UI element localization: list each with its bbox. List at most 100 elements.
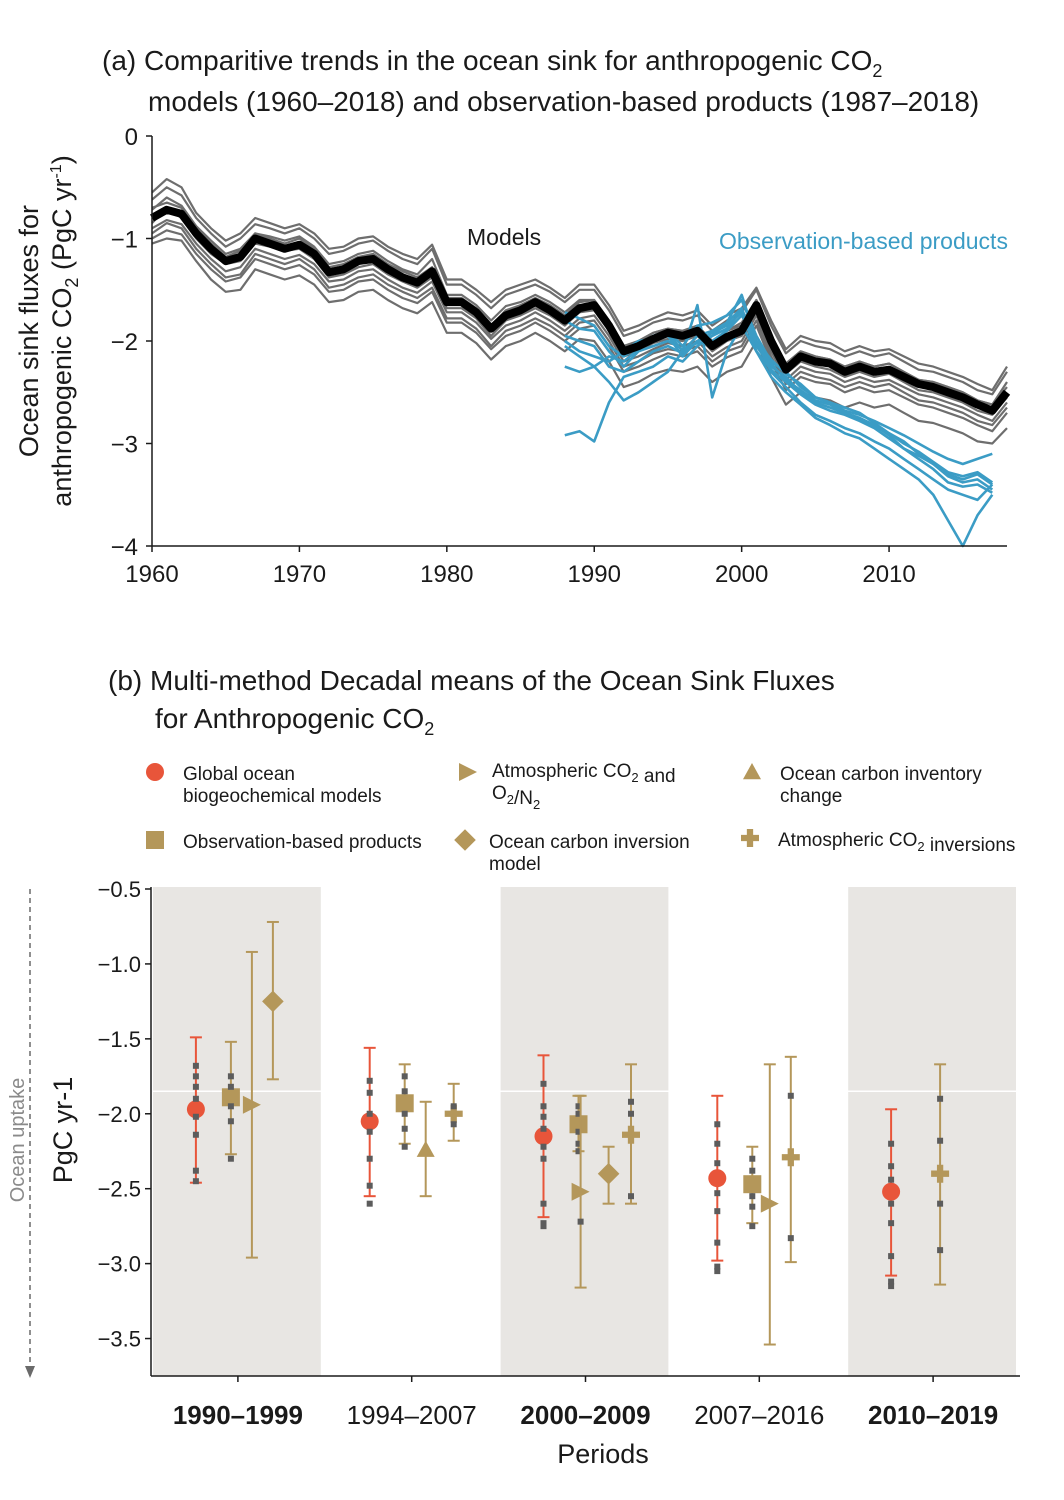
period-shade-1: [153, 887, 321, 1376]
gobm-member-point: [192, 1113, 199, 1120]
panel-a-y-tick-label: −2: [111, 329, 138, 356]
estimates: [186, 920, 950, 1346]
obsprod-member-point: [401, 1110, 408, 1117]
svg-text:Ocean uptake: Ocean uptake: [7, 1078, 29, 1203]
legend-label-inventory: Ocean carbon inventory: [780, 764, 982, 785]
gobm-member-point: [192, 1073, 199, 1080]
panel-a-title-line-2: models (1960–2018) and observation-based…: [148, 86, 979, 117]
obsprod-marker: [221, 1088, 240, 1107]
obsprod-member-point: [401, 1088, 408, 1095]
legend-label-inventory: change: [780, 786, 842, 807]
atminv-estimate-2: [622, 1063, 640, 1205]
atminv-member-point: [628, 1193, 634, 1200]
gobm-member-point: [366, 1182, 373, 1189]
gobm-member-point: [192, 1131, 199, 1138]
gobm-member-point: [888, 1220, 895, 1227]
panel-a-x-tick-label: 1990: [568, 561, 621, 588]
ocean-uptake-label: Ocean uptake: [7, 1078, 29, 1203]
gobm-member-point: [888, 1253, 895, 1260]
obsprod-estimate-4: [743, 1145, 762, 1230]
atmo2-estimate-3: [760, 1063, 779, 1346]
gobm-member-point: [540, 1155, 547, 1162]
obsprod-member-point: [227, 1103, 234, 1110]
atmo2-marker: [760, 1194, 779, 1213]
gobm-member-point: [540, 1113, 547, 1120]
panel-b-y-tick-label: −2.5: [98, 1177, 141, 1202]
legend-marker-atminv: [741, 829, 759, 847]
observation-products-annotation: Observation-based products: [719, 228, 1008, 254]
obsprod-member-point: [227, 1118, 234, 1125]
observation-product-line-3: [564, 310, 994, 486]
gobm-member-point: [192, 1167, 199, 1174]
legend-label-obsprod: Observation-based products: [183, 832, 422, 853]
model-run-line-7: [151, 222, 1008, 427]
gobm-member-point: [366, 1128, 373, 1135]
obsprod-member-point: [227, 1155, 234, 1162]
atmo2-marker: [242, 1095, 261, 1114]
obsprod-estimate-1: [221, 1040, 240, 1162]
gobm-member-point: [540, 1125, 547, 1132]
panel-a-y-tick-label: −4: [111, 534, 138, 561]
atminv-member-point: [937, 1137, 944, 1144]
period-label: 2000–2009: [520, 1400, 650, 1430]
obsprod-marker: [743, 1175, 762, 1194]
gobm-member-point: [540, 1143, 547, 1150]
panel-a-y-tick-label: −3: [111, 432, 138, 459]
period-label: 2007–2016: [694, 1400, 824, 1430]
period-label: 2010–2019: [868, 1400, 998, 1430]
period-label: 1990–1999: [173, 1400, 303, 1430]
gobm-estimate-5: [882, 1108, 901, 1290]
gobm-estimate-2: [360, 1046, 379, 1207]
atminv-estimate-4: [931, 1063, 950, 1286]
gobm-member-point: [192, 1083, 199, 1090]
obsprod-member-point: [575, 1140, 582, 1147]
panel-a-x-tick-label: 1980: [420, 561, 473, 588]
atmo2-member-point: [577, 1218, 584, 1225]
panel-a-x-tick-label: 2000: [715, 561, 768, 588]
observation-product-line-6: [564, 314, 993, 466]
panel-a-x-tick-label: 2010: [862, 561, 915, 588]
model-run-line-1: [151, 186, 1008, 396]
gobm-member-point: [366, 1110, 373, 1117]
panel-b-xlabel: Periods: [557, 1439, 649, 1469]
panel-b-y-tick-label: −1.5: [98, 1027, 141, 1052]
panel-a-ylabel: Ocean sink fluxes for anthropogenic CO2 …: [14, 155, 82, 506]
legend-marker-inversion: [454, 829, 476, 851]
obsprod-member-point: [401, 1125, 408, 1132]
atminv-member-point: [787, 1235, 794, 1242]
panel-a-ylabel-line-2: anthropogenic CO2 (PgC yr-1): [47, 155, 82, 506]
panel-b-title-line-2: for Anthropogenic CO2: [155, 703, 434, 739]
model-run-line-5: [151, 237, 1008, 445]
panel-a-y-tick-label: −1: [111, 227, 138, 254]
atminv-member-point: [937, 1247, 944, 1254]
models-annotation: Models: [467, 224, 541, 250]
panel-b-y-tick-label: −3.0: [98, 1252, 141, 1277]
inversion-estimate-1: [262, 920, 284, 1081]
gobm-marker: [708, 1169, 727, 1188]
gobm-member-point: [714, 1239, 721, 1246]
gobm-member-point: [888, 1283, 895, 1290]
atminv-marker: [931, 1164, 950, 1183]
atminv-marker: [444, 1104, 463, 1123]
gobm-estimate-1: [186, 1036, 205, 1185]
atminv-estimate-3: [781, 1055, 800, 1264]
panel-b-y-tick-label: −2.0: [98, 1102, 141, 1127]
gobm-member-point: [192, 1178, 199, 1185]
atmo2-estimate-2: [571, 1094, 590, 1289]
legend-label-gobm: biogeochemical models: [183, 786, 382, 807]
ocean-uptake-arrowhead: [25, 1366, 35, 1378]
model-run-line-9: [151, 178, 1008, 392]
gobm-member-point: [366, 1089, 373, 1096]
atmo2-estimate-1: [242, 950, 261, 1259]
gobm-marker: [186, 1100, 205, 1119]
obsprod-member-point: [575, 1110, 582, 1117]
obsprod-member-point: [401, 1073, 408, 1080]
gobm-member-point: [540, 1103, 547, 1110]
period-shade-5: [848, 887, 1016, 1376]
atminv-member-point: [628, 1110, 634, 1117]
observation-products: [564, 293, 994, 548]
